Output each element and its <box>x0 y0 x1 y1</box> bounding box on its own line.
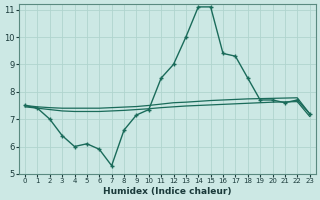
X-axis label: Humidex (Indice chaleur): Humidex (Indice chaleur) <box>103 187 232 196</box>
